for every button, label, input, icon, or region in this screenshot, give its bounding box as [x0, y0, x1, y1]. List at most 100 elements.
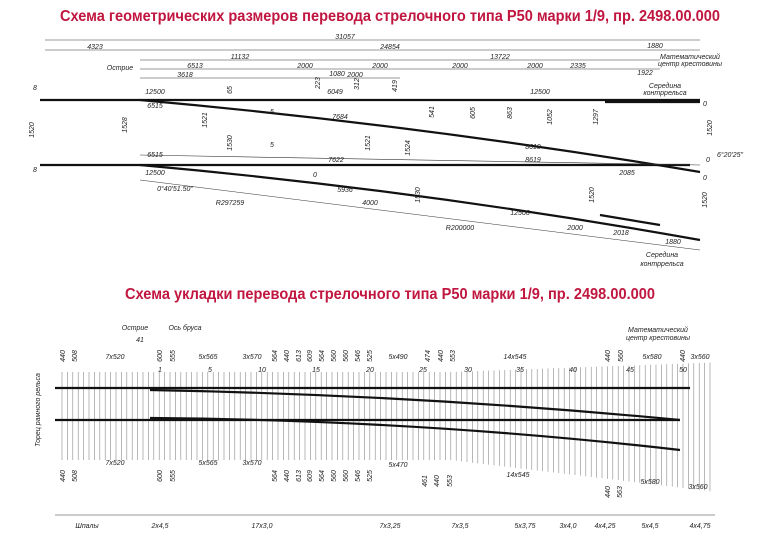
- dimension-label: 8: [33, 85, 37, 92]
- dimension-label: 553: [450, 350, 457, 362]
- dimension-label: 11132: [231, 54, 250, 61]
- dimension-label: 560: [618, 350, 625, 362]
- dimension-label: 0: [706, 157, 710, 164]
- dimension-label: 1880: [665, 239, 681, 246]
- dimension-label: 564: [319, 470, 326, 482]
- dimension-label: 1052: [547, 109, 554, 125]
- dimension-label: 0: [703, 175, 707, 182]
- dimension-label: 0: [313, 172, 317, 179]
- dimension-label: 2000: [526, 63, 543, 70]
- dimension-label: контррельса: [640, 261, 683, 268]
- dimension-label: 13722: [490, 54, 510, 61]
- dimension-label: 12500: [510, 210, 530, 217]
- dimension-label: 5x565: [198, 460, 217, 467]
- dimension-label: 24854: [379, 44, 400, 51]
- dimension-label: 1297: [593, 108, 600, 125]
- dimension-label: 564: [272, 350, 279, 362]
- dimension-label: 65: [227, 86, 234, 94]
- dimension-label: 560: [331, 350, 338, 362]
- dimension-label: 2000: [346, 72, 363, 79]
- dimension-label: 525: [367, 470, 374, 482]
- dim-line: [139, 154, 701, 166]
- dimension-label: 600: [157, 350, 164, 362]
- dimension-label: 1528: [122, 117, 129, 133]
- dimension-label: 5: [270, 142, 274, 149]
- dimension-label: 312: [354, 78, 361, 90]
- dimension-label: Острие: [122, 325, 148, 332]
- dimension-label: 4323: [87, 44, 103, 51]
- dim-line: [139, 179, 701, 251]
- dimension-label: 863: [507, 107, 514, 119]
- dimension-label: 1880: [647, 43, 663, 50]
- dimension-label: Торец рамного рельса: [35, 373, 42, 447]
- dimension-label: 8619: [525, 144, 541, 151]
- dimension-label: 525: [367, 350, 374, 362]
- dimension-label: Ось бруса: [168, 324, 201, 332]
- dimension-label: 3x560: [690, 354, 709, 361]
- dimension-label: 600: [157, 470, 164, 482]
- dimension-label: 613: [296, 470, 303, 482]
- dimension-label: 1521: [365, 135, 372, 151]
- dimension-label: 41: [136, 337, 144, 344]
- dimension-label: 45: [626, 367, 634, 374]
- dimension-label: 31057: [335, 34, 356, 41]
- dimension-label: 15: [312, 367, 320, 374]
- dimension-label: центр крестовины: [626, 335, 691, 342]
- dimension-label: 7x520: [105, 460, 124, 467]
- dimension-label: 40: [569, 367, 577, 374]
- dimension-label: 2018: [612, 230, 629, 237]
- section-label: 3x4,0: [559, 523, 576, 530]
- dimension-label: Математический: [628, 326, 688, 334]
- section-label: 2x4,5: [150, 523, 168, 530]
- rail: [149, 388, 681, 422]
- dimension-label: 474: [425, 350, 432, 362]
- dimension-label: 440: [60, 350, 67, 362]
- dimension-label: 8619: [525, 157, 541, 164]
- dimension-label: 12500: [145, 170, 165, 177]
- dimension-label: центр крестовины: [658, 61, 723, 68]
- dimension-label: 1521: [202, 112, 209, 128]
- dimension-label: 35: [516, 367, 524, 374]
- dimension-label: 7622: [328, 157, 344, 164]
- dimension-label: 3x560: [688, 484, 707, 491]
- dimension-label: 440: [680, 350, 687, 362]
- dimension-label: 5x580: [640, 479, 659, 486]
- dimension-label: 7x520: [105, 354, 124, 361]
- dimension-label: 560: [343, 350, 350, 362]
- dimension-label: 1530: [227, 135, 234, 151]
- dimension-label: Математический: [660, 53, 720, 61]
- dimension-label: 2335: [569, 63, 586, 70]
- rail: [139, 98, 701, 174]
- dimension-label: 7684: [332, 114, 348, 121]
- dimension-label: 5x470: [388, 462, 407, 469]
- dimension-label: 2085: [618, 170, 635, 177]
- dimension-label: 564: [319, 350, 326, 362]
- dimension-label: 2000: [371, 63, 388, 70]
- dimension-label: 419: [392, 80, 399, 92]
- dimension-label: 12500: [145, 89, 165, 96]
- dimension-label: 5936: [337, 187, 353, 194]
- dimension-label: 6°20'25": [717, 151, 744, 159]
- dimension-label: 563: [617, 486, 624, 498]
- dimension-label: 8: [33, 167, 37, 174]
- dimension-label: 20: [365, 367, 374, 374]
- section-label: 4x4,25: [594, 523, 615, 530]
- dimension-label: 223: [315, 77, 322, 90]
- dimension-label: 541: [429, 106, 436, 118]
- bottom-scheme: [55, 386, 715, 516]
- dimension-label: Середина: [646, 251, 678, 259]
- dimension-label: 5x580: [642, 354, 661, 361]
- rail: [149, 416, 681, 452]
- dimension-label: 461: [422, 475, 429, 487]
- dimension-label: 5: [270, 109, 274, 116]
- title-top: Схема геометрических размеров перевода с…: [60, 8, 720, 25]
- dimension-label: 2000: [451, 63, 468, 70]
- section-label: 17x3,0: [251, 523, 272, 530]
- dimension-label: 440: [284, 350, 291, 362]
- dimension-label: 508: [72, 470, 79, 482]
- dimension-label: 1922: [637, 70, 653, 77]
- section-label: Шпалы: [75, 523, 99, 530]
- dimension-label: 4000: [362, 200, 378, 207]
- dimension-label: 1520: [707, 120, 714, 136]
